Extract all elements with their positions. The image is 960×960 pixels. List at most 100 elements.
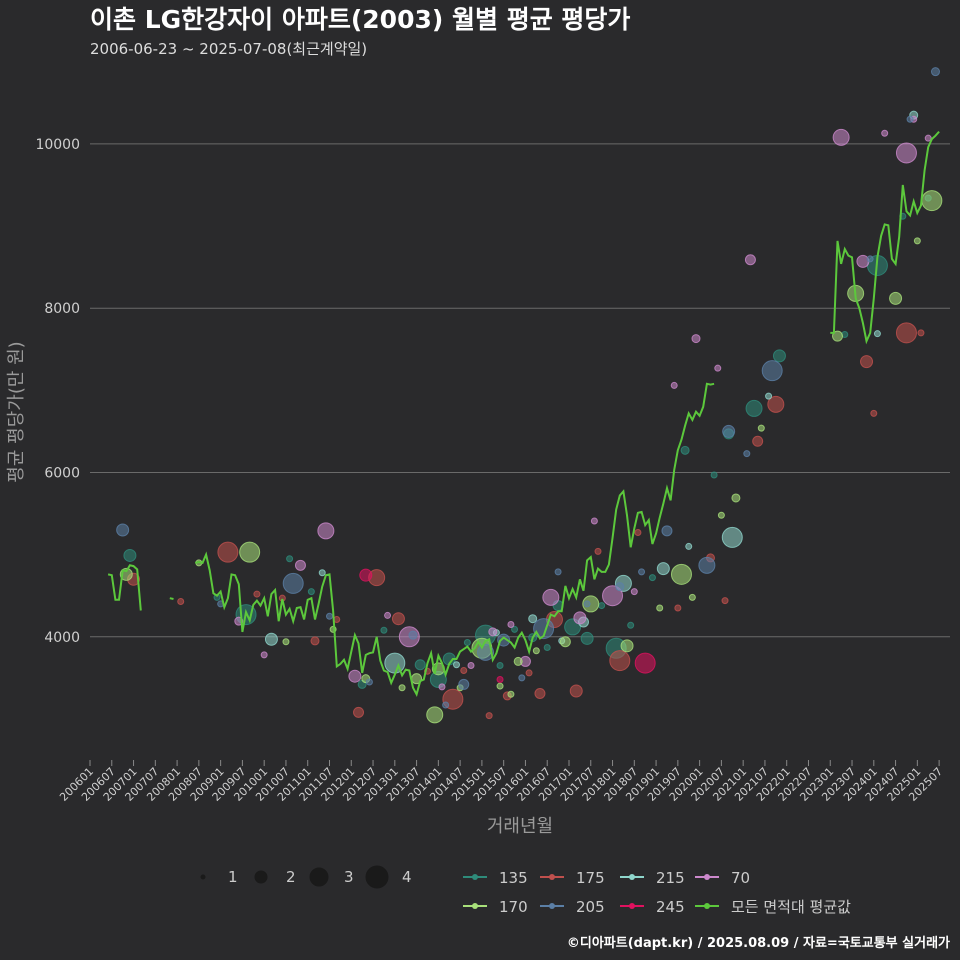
chart-subtitle: 2006-06-23 ~ 2025-07-08(최근계약일) [90, 40, 367, 58]
point-175 [634, 528, 642, 536]
point-175 [674, 604, 682, 612]
legend-label: 모든 면적대 평균값 [731, 898, 851, 916]
point-135 [745, 399, 763, 417]
point-170 [832, 330, 844, 342]
point-175 [767, 395, 785, 413]
point-205 [743, 450, 751, 458]
legend-key-dot [704, 874, 710, 880]
legend-key-dot [472, 874, 478, 880]
point-175 [534, 687, 546, 699]
point-205 [116, 523, 130, 537]
point-215 [318, 569, 326, 577]
size-legend-label: 1 [228, 868, 238, 886]
x-axis-ticks: 2006012006072007012007072008012008072009… [57, 760, 945, 804]
point-170 [507, 690, 515, 698]
y-axis-label: 평균 평당가(만 원) [6, 341, 27, 482]
point-70 [438, 683, 446, 691]
point-215 [264, 632, 278, 646]
point-170 [757, 424, 765, 432]
point-170 [670, 563, 692, 585]
point-170 [731, 493, 741, 503]
size-legend-circle [365, 865, 389, 889]
point-215 [873, 330, 881, 338]
point-205 [638, 568, 646, 576]
point-70 [260, 651, 268, 659]
point-135 [580, 631, 594, 645]
point-135 [772, 349, 786, 363]
point-135 [123, 548, 137, 562]
point-170 [496, 682, 504, 690]
legend-key-dot [549, 874, 555, 880]
point-205 [442, 701, 450, 709]
point-135 [543, 643, 551, 651]
legend-label: 170 [499, 898, 528, 916]
point-70 [542, 588, 560, 606]
point-70 [384, 611, 392, 619]
point-70 [467, 662, 475, 670]
point-175 [860, 355, 874, 369]
point-135 [496, 662, 504, 670]
legend-key-dot [704, 903, 710, 909]
point-135 [380, 626, 388, 634]
point-205 [583, 600, 591, 608]
point-170 [889, 291, 903, 305]
size-legend-circle [200, 874, 206, 880]
point-175 [353, 706, 365, 718]
point-70 [590, 517, 598, 525]
point-175 [253, 590, 261, 598]
point-70 [856, 254, 870, 268]
point-175 [460, 666, 468, 674]
point-135 [463, 639, 471, 647]
point-205 [698, 556, 716, 574]
point-70 [348, 669, 362, 683]
size-legend-circle [254, 870, 268, 884]
average-line-segment [830, 130, 940, 345]
point-205 [930, 67, 940, 77]
legend-label: 135 [499, 869, 528, 887]
point-215 [384, 652, 406, 674]
source-caption: ©디아파트(dapt.kr) / 2025.08.09 / 자료=국토교통부 실… [567, 935, 950, 951]
average-line-segment [107, 564, 142, 611]
point-70 [744, 254, 756, 266]
point-215 [765, 392, 773, 400]
point-170 [513, 656, 523, 666]
point-70 [691, 334, 701, 344]
point-245 [496, 676, 504, 683]
point-70 [881, 129, 889, 137]
point-70 [317, 522, 335, 540]
point-70 [670, 381, 678, 389]
point-70 [294, 559, 306, 571]
y-tick-label: 4000 [44, 630, 80, 646]
size-legend-label: 3 [344, 868, 354, 886]
y-tick-label: 10000 [35, 137, 80, 153]
point-170 [913, 237, 921, 245]
legend-key-dot [629, 903, 635, 909]
point-205 [518, 674, 526, 682]
size-legend: 1 2 3 4 [200, 865, 412, 889]
point-70 [602, 585, 624, 607]
point-135 [627, 621, 635, 629]
point-175 [752, 435, 764, 447]
point-205 [615, 582, 625, 592]
average-line-segment [169, 597, 174, 600]
point-205 [497, 633, 511, 647]
point-175 [177, 597, 185, 605]
legend-label: 215 [656, 869, 685, 887]
point-175 [569, 684, 583, 698]
point-215 [452, 661, 460, 669]
point-205 [554, 568, 562, 576]
point-175 [485, 712, 493, 720]
point-70 [714, 364, 722, 372]
point-170 [717, 511, 725, 519]
size-legend-label: 2 [286, 868, 296, 886]
point-215 [721, 526, 743, 548]
point-170 [239, 541, 261, 563]
point-70 [488, 627, 498, 637]
point-175 [310, 636, 320, 646]
y-tick-label: 8000 [44, 301, 80, 317]
point-170 [532, 647, 540, 655]
legend-label: 245 [656, 898, 685, 916]
point-170 [688, 593, 696, 601]
point-170 [620, 639, 634, 653]
point-70 [832, 128, 850, 146]
